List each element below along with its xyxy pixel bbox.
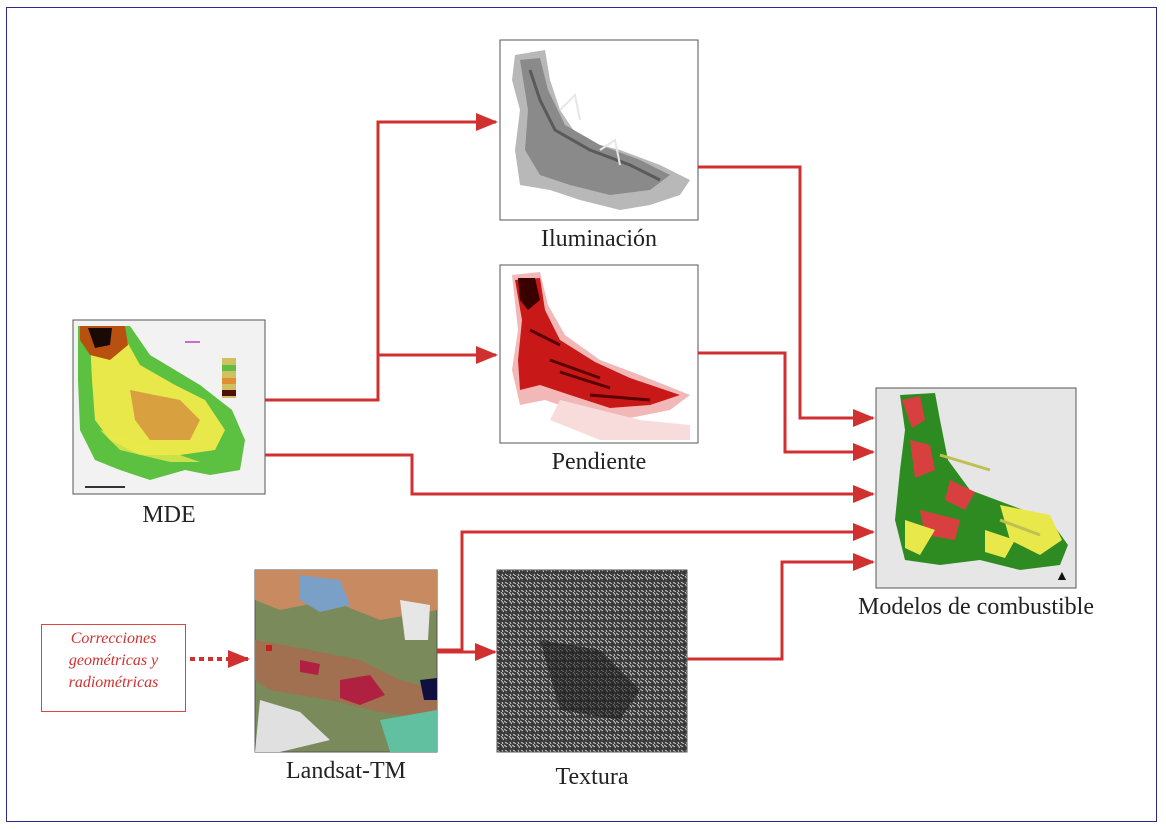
node-label-textura: Textura: [555, 764, 629, 790]
arrow-pendiente-modelos: [698, 351, 875, 461]
arrow-mde-iluminacion: [265, 113, 498, 402]
node-label-iluminacion: Iluminación: [541, 226, 657, 252]
slope-map-image: [499, 264, 699, 444]
arrow-landsat-modelos: [437, 523, 875, 652]
hillshade-map-image: [499, 39, 699, 221]
correcciones-line-2: geométricas y: [68, 652, 159, 669]
correcciones-line-3: radiométricas: [68, 674, 159, 691]
landsat-image: [254, 569, 438, 753]
arrow-textura-modelos: [687, 553, 875, 661]
correcciones-line-1: Correcciones: [70, 630, 157, 647]
arrow-iluminacion-modelos: [698, 165, 875, 427]
arrow-mde-modelos: [265, 453, 875, 503]
fuel-model-map-image: ▲: [875, 387, 1077, 589]
mde-map-image: [72, 319, 266, 495]
correcciones-box: Correcciones geométricas y radiométricas: [41, 624, 186, 712]
node-label-modelos: Modelos de combustible: [858, 594, 1094, 620]
node-label-landsat: Landsat-TM: [286, 758, 406, 784]
node-label-mde: MDE: [142, 502, 196, 528]
node-label-pendiente: Pendiente: [551, 449, 647, 475]
svg-text:▲: ▲: [1055, 567, 1069, 583]
diagram-frame: [6, 7, 1157, 822]
texture-image: [496, 569, 688, 753]
